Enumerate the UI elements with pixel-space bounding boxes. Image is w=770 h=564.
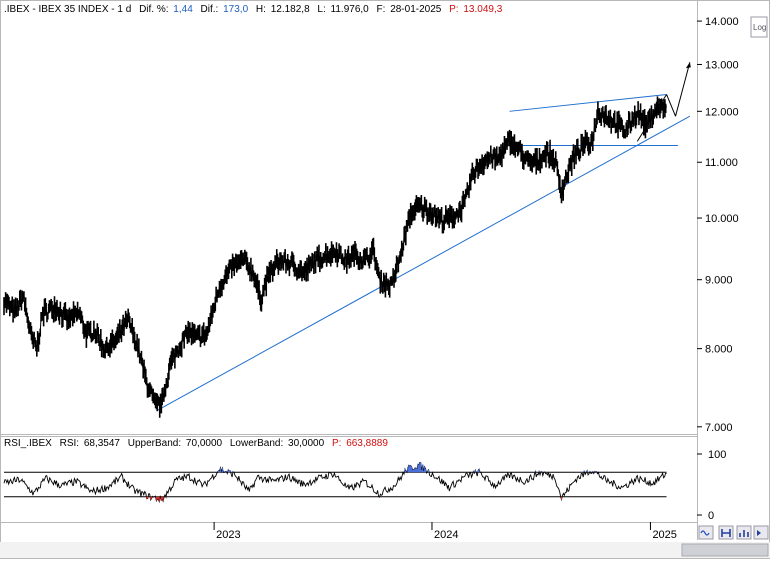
rsi-label: RSI: [60, 438, 79, 449]
dif-value: 173,0 [223, 4, 248, 15]
price-line [3, 102, 668, 409]
l-label: L: [317, 4, 325, 15]
rsi-bands [4, 471, 667, 498]
dif-label: Dif.: [201, 4, 219, 15]
bars-tool-button[interactable] [736, 525, 752, 540]
wave-icon [700, 530, 710, 536]
symbol-label: .IBEX - IBEX 35 INDEX - 1 d [4, 4, 131, 15]
rsi-series [3, 461, 667, 504]
rsi-panel-frame [0, 436, 698, 523]
h-value: 12.182,8 [271, 4, 310, 15]
wave-tool-box[interactable] [698, 525, 714, 540]
price-bars [3, 96, 667, 418]
trendline-upper-channel [509, 93, 667, 112]
price-tick-label: 12.000 [705, 106, 739, 118]
p-label: P: [449, 4, 458, 15]
scrollbar-track[interactable] [0, 542, 770, 558]
upper-band-value: 70,0000 [186, 438, 223, 449]
rsi-header-line: RSI_.IBEX RSI: 68,3547 UpperBand: 70,000… [4, 438, 388, 449]
h-label: H: [256, 4, 266, 15]
price-y-axis: 14.000 13.000 12.000 11.000 10.000 9.000 8.000… [697, 16, 739, 434]
rsi-value: 68,3547 [84, 438, 121, 449]
price-tick-label: 14.000 [705, 16, 739, 28]
f-value: 28-01-2025 [390, 4, 442, 15]
dif-pct-value: 1,44 [173, 4, 193, 15]
rsi-tick-label: 100 [708, 449, 726, 461]
price-tick-label: 13.000 [705, 59, 739, 71]
price-panel-frame [0, 0, 698, 435]
rsi-oversold-marks [140, 496, 562, 502]
h-bar-icon [721, 529, 731, 537]
price-tick-label: 11.000 [705, 157, 738, 169]
time-tick-label: 2025 [652, 529, 676, 541]
arrow-icon [757, 530, 761, 536]
rsi-y-axis: 100 0 [697, 449, 726, 522]
p-value: 13.049,3 [463, 4, 502, 15]
header-line: .IBEX - IBEX 35 INDEX - 1 d Dif. %: 1,44… [4, 4, 503, 15]
log-toggle-box[interactable] [750, 16, 768, 38]
price-tick-label: 9.000 [705, 275, 733, 287]
projection-leg-2 [666, 94, 676, 117]
price-tick-label: 7.000 [705, 422, 733, 434]
rsi-overbought-marks [217, 462, 598, 473]
l-value: 11.976,0 [331, 4, 370, 15]
upper-band-label: UpperBand: [128, 438, 181, 449]
lower-band-value: 30,0000 [288, 438, 325, 449]
log-toggle-label: Log [753, 23, 766, 32]
time-tick-label: 2023 [216, 529, 240, 541]
rsi-p-label: P: [332, 438, 341, 449]
f-label: F: [377, 4, 386, 15]
dif-pct-label: Dif. %: [139, 4, 168, 15]
trendline-support [157, 115, 691, 411]
price-tick-label: 10.000 [705, 213, 739, 225]
projection-leg-3 [675, 62, 691, 117]
rsi-name: RSI_.IBEX [4, 438, 52, 449]
price-series [3, 96, 668, 418]
lower-band-label: LowerBand: [230, 438, 283, 449]
time-scrollbar[interactable] [0, 542, 770, 558]
time-axis: 2023 2024 2025 [213, 522, 677, 541]
chart-toolbar [698, 525, 769, 540]
hist-tool-button[interactable] [718, 525, 734, 540]
time-tick-label: 2024 [434, 529, 458, 541]
rsi-p-value: 663,8889 [346, 438, 388, 449]
rsi-tick-label: 0 [708, 510, 714, 522]
arrow-tool-box[interactable] [753, 525, 769, 540]
wave-tool-button[interactable] [698, 525, 714, 540]
rsi-line [3, 461, 667, 504]
projection-arrowhead [685, 62, 691, 69]
price-tick-label: 8.000 [705, 344, 733, 356]
scrollbar-thumb[interactable] [681, 543, 769, 557]
arrow-tool-button[interactable] [753, 525, 769, 540]
bars-icon [739, 530, 749, 537]
log-scale-toggle[interactable]: Log [750, 16, 768, 38]
